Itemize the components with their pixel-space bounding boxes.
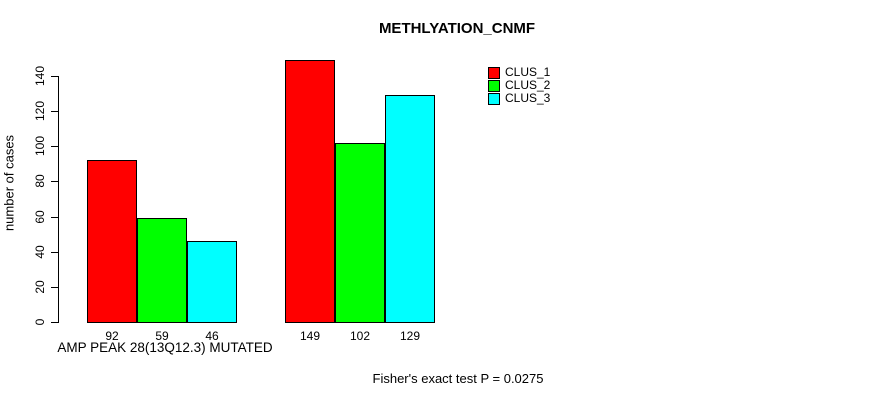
legend-swatch (488, 66, 500, 79)
y-axis-tick (51, 322, 59, 323)
annotation-text: Fisher's exact test P = 0.0275 (372, 371, 544, 386)
bar-value-label: 149 (299, 329, 321, 343)
bar-clus-3-group-1 (187, 241, 237, 323)
y-axis-tick-label: 140 (33, 65, 47, 87)
bar-clus-2-group-2 (335, 143, 385, 323)
legend-item: CLUS_1 (488, 66, 550, 79)
legend: CLUS_1 CLUS_2 CLUS_3 (488, 66, 550, 105)
y-axis-label: number of cases (1, 134, 17, 232)
bar-value-label: 102 (349, 329, 371, 343)
bar-clus-3-group-2 (385, 95, 435, 323)
y-axis-tick (51, 252, 59, 253)
y-axis-tick-label: 40 (33, 245, 47, 259)
y-axis-tick (51, 181, 59, 182)
x-axis-label: AMP PEAK 28(13Q12.3) MUTATED (57, 340, 273, 355)
legend-item: CLUS_2 (488, 79, 550, 92)
bar-value-label: 92 (105, 329, 119, 343)
chart-title: METHLYATION_CNMF (378, 20, 536, 37)
y-axis-tick-label: 100 (33, 135, 47, 157)
y-axis-tick (51, 287, 59, 288)
legend-label: CLUS_1 (505, 65, 551, 79)
legend-swatch (488, 79, 500, 92)
bar-value-label: 46 (205, 329, 219, 343)
bar-clus-1-group-1 (87, 160, 137, 323)
legend-swatch (488, 92, 500, 105)
y-axis-tick-label: 120 (33, 100, 47, 122)
legend-item: CLUS_3 (488, 92, 550, 105)
y-axis-tick (51, 76, 59, 77)
y-axis-tick (51, 217, 59, 218)
bar-clus-2-group-1 (137, 218, 187, 323)
bar-clus-1-group-2 (285, 60, 335, 323)
y-axis-tick (51, 111, 59, 112)
y-axis-tick-label: 60 (33, 210, 47, 224)
bar-value-label: 129 (399, 329, 421, 343)
legend-label: CLUS_2 (505, 78, 551, 92)
bar-value-label: 59 (155, 329, 169, 343)
y-axis-tick-label: 80 (33, 174, 47, 188)
y-axis-tick (51, 146, 59, 147)
legend-label: CLUS_3 (505, 91, 551, 105)
y-axis-line (58, 76, 59, 323)
y-axis-tick-label: 20 (33, 280, 47, 294)
y-axis-tick-label: 0 (33, 318, 47, 326)
